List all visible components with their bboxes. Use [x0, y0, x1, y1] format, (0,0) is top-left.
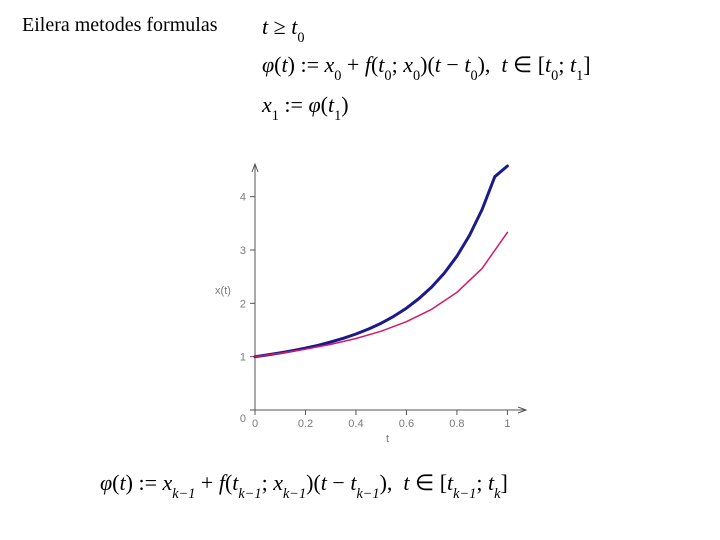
formula-line-4: φ(t) := xk−1 + f(tk−1; xk−1)(t − tk−1), … [100, 470, 508, 500]
formula-line-1: t ≥ t0 [262, 14, 304, 44]
svg-text:1: 1 [240, 352, 246, 364]
chart-svg: 0 0.2 0.4 0.6 0.8 1 1 2 3 4 0 t x(t) [200, 160, 530, 450]
svg-text:2: 2 [240, 298, 246, 310]
svg-text:0.2: 0.2 [298, 418, 313, 430]
svg-text:3: 3 [240, 245, 246, 257]
svg-text:0: 0 [240, 413, 246, 425]
svg-text:0.8: 0.8 [449, 418, 464, 430]
svg-text:4: 4 [240, 192, 246, 204]
svg-text:0.4: 0.4 [348, 418, 363, 430]
svg-text:0.6: 0.6 [399, 418, 414, 430]
formula-line-2: φ(t) := x0 + f(t0; x0)(t − t0), t ∈ [t0;… [262, 52, 591, 82]
svg-text:t: t [386, 433, 389, 445]
svg-text:x(t): x(t) [215, 285, 231, 297]
formula-line-3: x1 := φ(t1) [262, 92, 349, 122]
svg-text:1: 1 [504, 418, 510, 430]
svg-text:0: 0 [252, 418, 258, 430]
euler-method-chart: 0 0.2 0.4 0.6 0.8 1 1 2 3 4 0 t x(t) [200, 160, 530, 450]
page-heading: Eilera metodes formulas [22, 14, 218, 37]
